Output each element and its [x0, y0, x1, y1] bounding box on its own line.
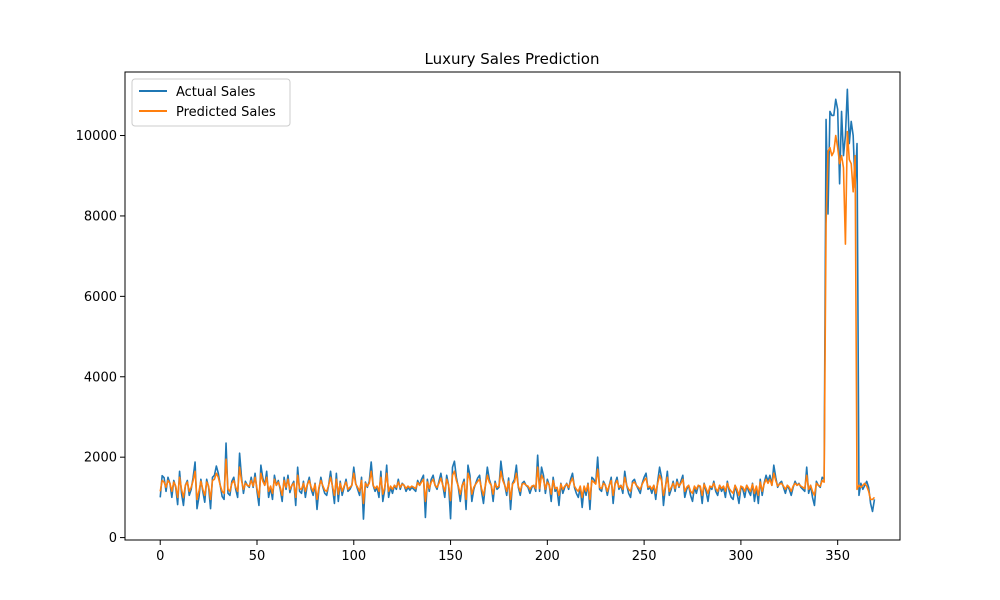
- x-axis: 0 50 100 150 200 250 300 350: [156, 540, 850, 564]
- x-tick-label: 300: [728, 549, 753, 564]
- legend: Actual Sales Predicted Sales: [131, 78, 291, 127]
- y-tick-label: 2000: [84, 451, 117, 466]
- y-tick-label: 4000: [84, 370, 117, 385]
- x-tick-label: 200: [535, 549, 560, 564]
- legend-label-actual: Actual Sales: [176, 85, 256, 100]
- x-tick-label: 250: [632, 549, 657, 564]
- series-line-predicted-sales: [159, 130, 876, 505]
- x-tick-label: 100: [341, 549, 366, 564]
- x-tick-label: 50: [249, 549, 266, 564]
- x-tick-label: 0: [156, 549, 164, 564]
- y-tick-label: 6000: [84, 290, 117, 305]
- x-tick-label: 150: [438, 549, 463, 564]
- y-tick-label: 0: [109, 531, 117, 546]
- x-tick-label: 350: [825, 549, 850, 564]
- series-layer: [159, 88, 876, 520]
- legend-box: [131, 78, 291, 127]
- plot-area: [124, 71, 901, 541]
- series-line-actual-sales: [159, 88, 876, 520]
- chart-title: Luxury Sales Prediction: [424, 50, 599, 68]
- y-tick-label: 10000: [76, 129, 117, 144]
- y-axis: 0 2000 4000 6000 8000 10000: [76, 129, 125, 546]
- legend-label-predicted: Predicted Sales: [176, 105, 276, 120]
- y-tick-label: 8000: [84, 209, 117, 224]
